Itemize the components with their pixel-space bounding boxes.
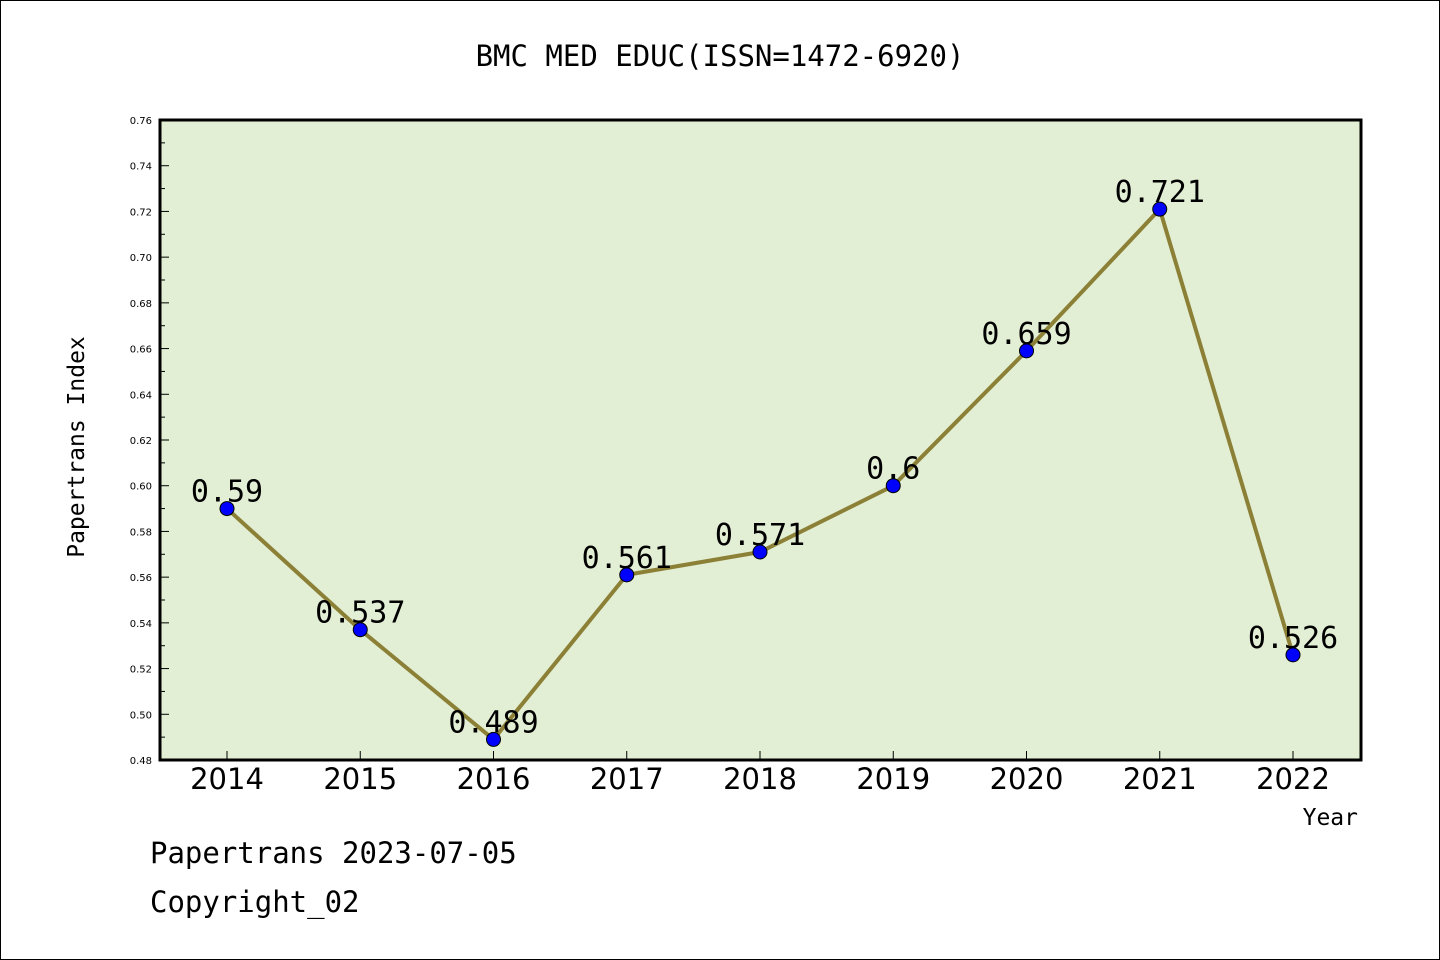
y-tick-label: 0.60 — [130, 482, 152, 493]
data-points — [219, 201, 1301, 747]
footer-date: Papertrans 2023-07-05 — [150, 836, 517, 870]
y-tick-label: 0.70 — [130, 253, 152, 264]
data-point — [486, 731, 501, 747]
data-label: 0.537 — [315, 596, 405, 631]
x-axis-label: Year — [1303, 805, 1358, 831]
data-point — [219, 501, 235, 517]
y-tick-label: 0.58 — [130, 527, 152, 538]
y-tick-label: 0.66 — [130, 345, 152, 356]
x-tick-label: 2015 — [323, 762, 397, 796]
data-label: 0.489 — [448, 705, 538, 740]
data-point — [752, 544, 768, 560]
y-tick-label: 0.48 — [130, 756, 152, 767]
y-tick-label: 0.52 — [130, 665, 152, 676]
data-label: 0.571 — [715, 518, 805, 553]
data-point — [352, 622, 368, 638]
data-labels: 0.59 0.537 0.489 0.561 0.571 0.6 0.659 0.721 0.5… — [191, 175, 1338, 740]
x-tick-label: 2016 — [457, 762, 531, 796]
y-tick-label: 0.50 — [130, 710, 152, 721]
x-tick-label: 2017 — [590, 762, 664, 796]
data-point — [885, 478, 901, 494]
data-label: 0.526 — [1248, 621, 1338, 656]
data-label: 0.561 — [582, 541, 672, 576]
y-tick-label: 0.54 — [130, 619, 152, 630]
x-tick-label: 2019 — [856, 762, 930, 796]
footer-copyright: Copyright_02 — [150, 885, 360, 919]
data-point — [1152, 201, 1168, 217]
x-tick-label: 2022 — [1256, 762, 1330, 796]
data-point — [1285, 647, 1301, 663]
chart-title: BMC MED EDUC(ISSN=1472-6920) — [476, 39, 965, 73]
y-tick-label: 0.72 — [130, 207, 152, 218]
x-tick-label: 2014 — [190, 762, 264, 796]
plot-area — [158, 118, 1363, 762]
data-point — [619, 567, 635, 583]
data-label: 0.6 — [866, 452, 920, 487]
y-tick-label: 0.76 — [130, 116, 152, 127]
y-tick-label: 0.56 — [130, 573, 152, 584]
y-tick-label: 0.68 — [130, 299, 152, 310]
x-axis: 2014 2015 2016 2017 2018 2019 2020 2021 2022 — [190, 751, 1330, 796]
data-label: 0.721 — [1115, 175, 1205, 210]
y-axis-label: Papertrans Index — [64, 336, 90, 558]
data-point — [1019, 343, 1034, 359]
y-axis: 0.48 0.50 0.52 0.54 0.56 0.58 0.60 0.62 0.64 0.66… — [130, 116, 169, 767]
y-tick-label: 0.62 — [130, 436, 152, 447]
x-tick-label: 2021 — [1123, 762, 1197, 796]
y-tick-label: 0.64 — [130, 390, 152, 401]
x-tick-label: 2018 — [723, 762, 797, 796]
x-tick-label: 2020 — [990, 762, 1064, 796]
data-label: 0.59 — [191, 475, 263, 510]
y-tick-label: 0.74 — [130, 162, 152, 173]
data-label: 0.659 — [981, 317, 1071, 352]
